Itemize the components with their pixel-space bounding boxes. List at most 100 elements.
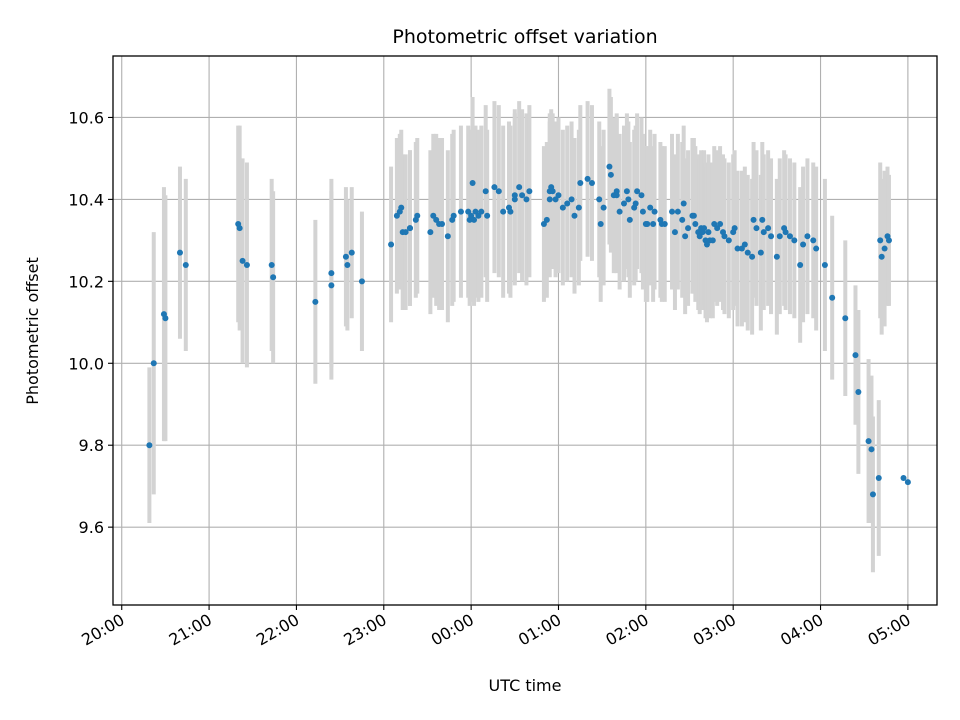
data-point — [753, 225, 760, 232]
data-point — [786, 233, 793, 240]
data-point — [829, 294, 836, 301]
data-point — [877, 237, 884, 244]
data-point — [885, 237, 892, 244]
x-axis-label: UTC time — [489, 676, 562, 695]
data-point — [705, 229, 712, 236]
data-point — [150, 360, 157, 367]
data-point — [776, 233, 783, 240]
y-axis-ticks: 9.6 9.8 10.0 10.2 10.4 10.6 — [68, 108, 113, 537]
data-point — [328, 282, 335, 289]
data-point — [813, 245, 820, 252]
data-point — [638, 192, 645, 199]
data-point — [406, 225, 413, 232]
data-point — [701, 225, 708, 232]
data-point — [626, 216, 633, 223]
data-point — [800, 241, 807, 248]
data-point — [312, 298, 319, 305]
data-point — [575, 204, 582, 211]
data-point — [644, 220, 651, 227]
data-point — [577, 180, 584, 187]
data-point — [797, 261, 804, 268]
data-point — [855, 388, 862, 395]
data-point — [679, 216, 686, 223]
data-point — [768, 233, 775, 240]
data-point — [900, 474, 907, 481]
data-point — [519, 192, 526, 199]
data-point — [651, 208, 658, 215]
data-point — [427, 229, 434, 236]
plot-frame — [112, 55, 938, 606]
data-point — [239, 257, 246, 264]
data-point — [791, 237, 798, 244]
y-tick-label: 10.0 — [68, 354, 104, 373]
data-point — [596, 196, 603, 203]
data-point — [600, 204, 607, 211]
data-point — [500, 208, 507, 215]
data-point — [869, 491, 876, 498]
data-point — [571, 212, 578, 219]
data-point — [852, 352, 859, 359]
data-point — [444, 233, 451, 240]
data-point — [606, 163, 613, 170]
data-point — [588, 180, 595, 187]
data-point — [342, 253, 349, 260]
data-point — [632, 200, 639, 207]
data-point — [620, 200, 627, 207]
data-point — [236, 225, 243, 232]
data-point — [358, 278, 365, 285]
y-tick-label: 10.2 — [68, 272, 104, 291]
data-point — [744, 249, 751, 256]
data-point — [268, 261, 275, 268]
data-point — [639, 208, 646, 215]
data-point — [243, 261, 250, 268]
data-point — [717, 220, 724, 227]
data-point — [625, 196, 632, 203]
data-point — [804, 233, 811, 240]
data-point — [607, 171, 614, 178]
data-point — [162, 315, 169, 322]
data-point — [568, 196, 575, 203]
data-point — [597, 220, 604, 227]
data-point — [685, 225, 692, 232]
data-point — [564, 200, 571, 207]
y-tick-label: 10.6 — [68, 108, 104, 127]
data-point — [176, 249, 183, 256]
data-point — [491, 184, 498, 191]
data-point — [650, 220, 657, 227]
data-point — [741, 241, 748, 248]
data-point — [878, 253, 885, 260]
data-point — [669, 208, 676, 215]
data-point — [182, 261, 189, 268]
data-point — [782, 229, 789, 236]
data-point — [842, 315, 849, 322]
data-point — [457, 208, 464, 215]
data-point — [495, 188, 502, 195]
data-point — [757, 249, 764, 256]
data-point — [516, 184, 523, 191]
data-point — [821, 261, 828, 268]
data-point — [721, 233, 728, 240]
data-point — [484, 212, 491, 219]
data-point — [526, 188, 533, 195]
data-point — [680, 200, 687, 207]
data-points — [146, 163, 911, 498]
data-point — [875, 474, 882, 481]
data-point — [881, 245, 888, 252]
data-point — [760, 229, 767, 236]
data-point — [482, 188, 489, 195]
data-point — [507, 208, 514, 215]
data-point — [765, 225, 772, 232]
data-point — [690, 212, 697, 219]
data-point — [868, 446, 875, 453]
data-point — [734, 245, 741, 252]
data-point — [749, 253, 756, 260]
data-point — [270, 274, 277, 281]
data-point — [709, 237, 716, 244]
data-point — [439, 220, 446, 227]
data-point — [328, 270, 335, 277]
y-tick-label: 9.6 — [79, 518, 104, 537]
data-point — [584, 175, 591, 182]
data-point — [543, 216, 550, 223]
data-point — [414, 212, 421, 219]
